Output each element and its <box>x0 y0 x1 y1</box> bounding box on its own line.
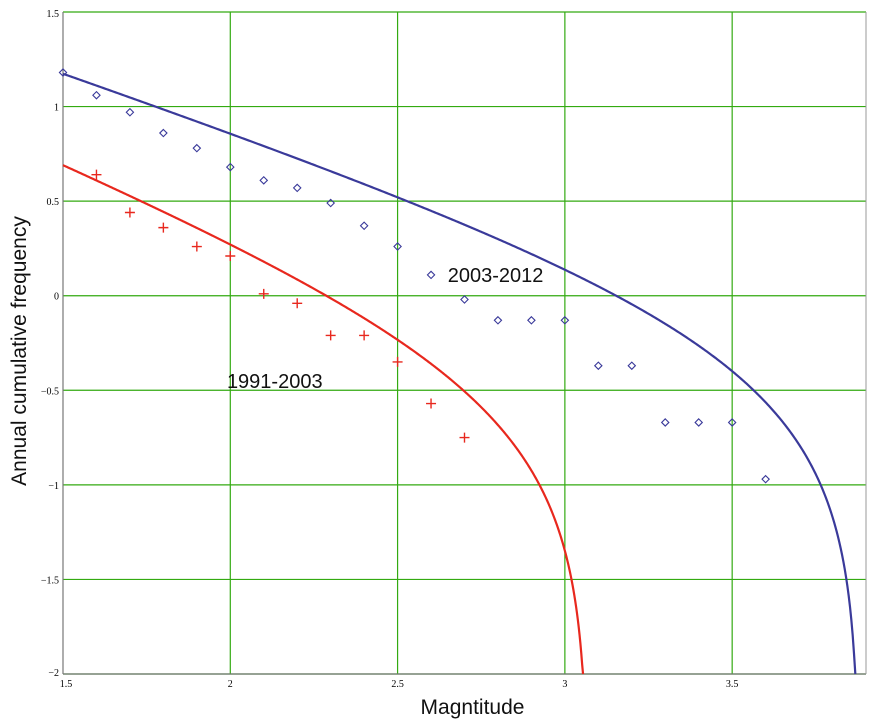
data-point-diamond <box>727 418 737 427</box>
data-point-plus <box>258 288 269 299</box>
data-point-diamond <box>426 270 436 280</box>
data-point-diamond <box>761 474 771 484</box>
series-annotation: 2003-2012 <box>448 265 544 287</box>
data-point-diamond <box>359 221 369 231</box>
data-markers <box>58 68 771 484</box>
data-point-plus <box>191 241 202 252</box>
data-point-diamond <box>58 68 68 77</box>
fit-curve <box>62 164 585 675</box>
fit-curves <box>62 72 857 675</box>
data-point-diamond <box>694 418 704 427</box>
data-point-plus <box>325 330 336 341</box>
data-point-plus <box>426 398 437 409</box>
data-point-diamond <box>125 107 135 117</box>
data-point-diamond <box>660 418 670 427</box>
data-point-diamond <box>527 315 536 325</box>
data-point-plus <box>91 169 102 180</box>
data-point-diamond <box>326 198 336 208</box>
y-tick-label: 0.5 <box>47 197 60 208</box>
y-tick-label: 1.5 <box>47 9 60 20</box>
y-tick-label: 1 <box>54 103 59 114</box>
data-point-diamond <box>225 162 235 172</box>
data-point-diamond <box>627 361 637 371</box>
data-point-diamond <box>158 128 168 138</box>
data-point-diamond <box>560 315 570 325</box>
data-point-diamond <box>493 315 503 325</box>
x-axis-label: Magntitude <box>421 696 525 719</box>
data-point-plus <box>158 222 169 233</box>
grid <box>63 11 866 675</box>
fit-curve <box>62 72 857 675</box>
data-point-plus <box>359 330 370 341</box>
x-tick-label: 1.5 <box>60 679 73 690</box>
x-tick-label: 2 <box>228 679 233 690</box>
data-point-plus <box>225 250 236 261</box>
x-tick-label: 2.5 <box>391 679 404 690</box>
data-point-diamond <box>593 361 603 371</box>
y-tick-label: −1.5 <box>41 575 59 586</box>
data-point-diamond <box>292 183 302 193</box>
axes-frame <box>62 12 867 675</box>
data-point-diamond <box>393 242 402 251</box>
x-tick-label: 3 <box>562 679 567 690</box>
data-point-plus <box>292 298 303 309</box>
data-point-plus <box>459 432 470 443</box>
data-point-diamond <box>92 90 101 100</box>
data-point-plus <box>392 356 403 367</box>
x-tick-label: 3.5 <box>726 679 739 690</box>
tick-labels: 1.5 2 2.5 3 3.5 −2 −1.5 −1 −0.5 0 0.5 1 1.5 <box>41 9 739 690</box>
y-tick-label: −1 <box>48 481 59 492</box>
data-point-diamond <box>259 175 269 185</box>
series-annotation: 1991-2003 <box>227 371 323 393</box>
data-point-diamond <box>460 295 469 304</box>
annotations: 2003-2012 1991-2003 <box>227 265 543 393</box>
data-point-plus <box>124 207 135 218</box>
y-tick-label: 0 <box>54 292 59 303</box>
y-axis-label: Annual cumulative frequency <box>8 216 31 486</box>
data-point-diamond <box>192 143 202 153</box>
y-tick-label: −2 <box>48 668 59 679</box>
y-tick-label: −0.5 <box>41 386 59 397</box>
